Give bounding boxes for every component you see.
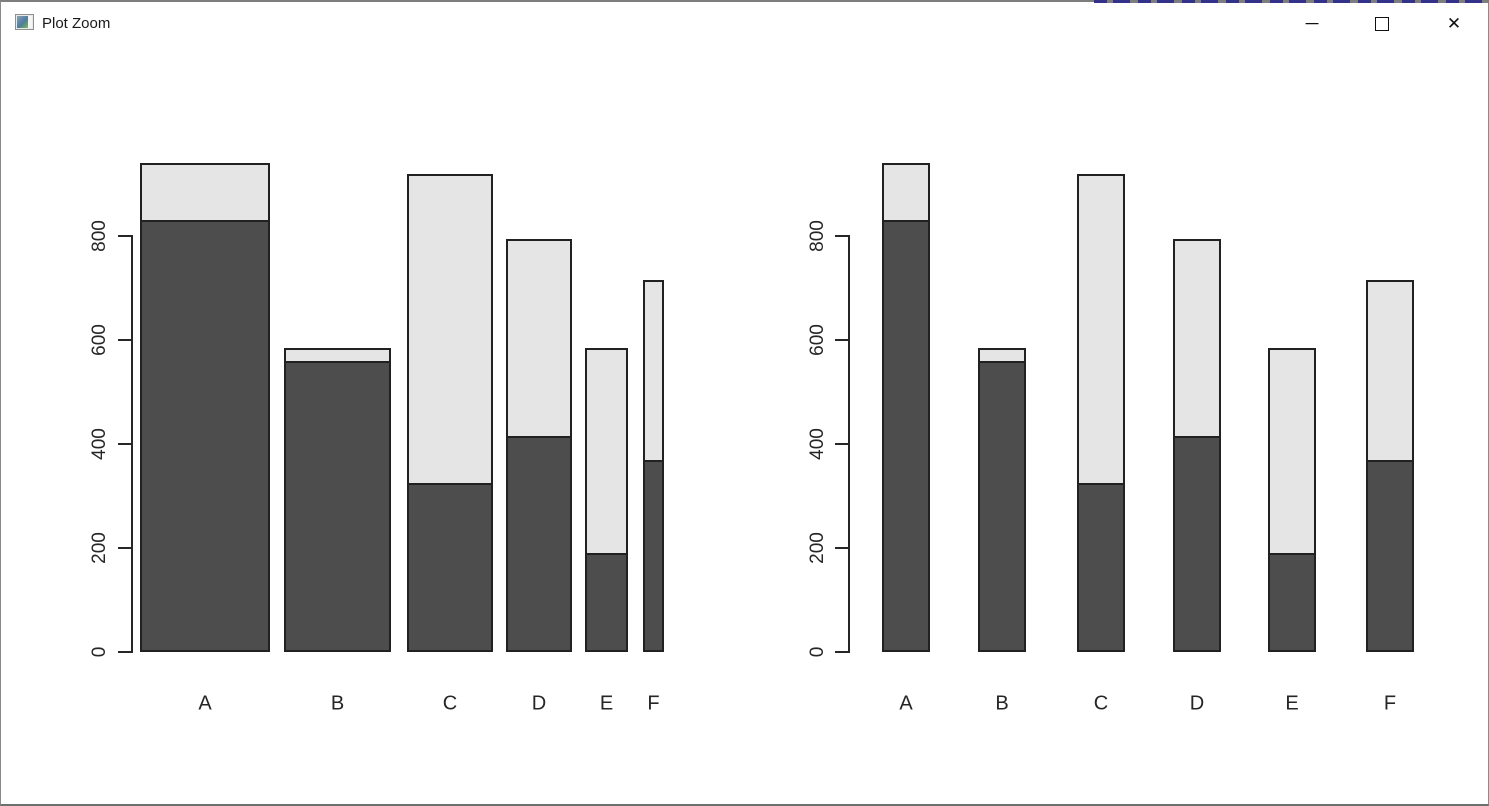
- plot-thumbnail-art: [17, 16, 28, 28]
- bar-segment-C-dark: [407, 483, 493, 652]
- bar-segment-B-dark: [284, 360, 391, 652]
- x-axis-category-label-B: B: [995, 692, 1009, 715]
- bar-segment-E-dark: [585, 553, 628, 652]
- maximize-button[interactable]: [1375, 17, 1389, 31]
- x-axis-category-label-D: D: [1189, 692, 1205, 715]
- y-axis-line: [848, 235, 850, 653]
- x-axis-category-label-C: C: [1093, 692, 1109, 715]
- y-axis-tick: [118, 443, 132, 445]
- y-axis-tick: [835, 235, 849, 237]
- minimize-button[interactable]: ─: [1305, 13, 1319, 33]
- close-button[interactable]: ✕: [1446, 14, 1462, 33]
- x-axis-category-label-A: A: [899, 692, 913, 715]
- x-axis-category-label-C: C: [442, 692, 458, 715]
- bar-segment-F-dark: [643, 459, 664, 652]
- bar-segment-D-dark: [506, 436, 572, 652]
- y-axis-line: [131, 235, 133, 653]
- y-axis-tick: [835, 339, 849, 341]
- y-axis-tick-label: 200: [807, 532, 828, 564]
- y-axis-tick-label: 0: [807, 646, 828, 658]
- x-axis-category-label-D: D: [531, 692, 547, 715]
- y-axis-tick: [835, 651, 849, 653]
- bar-segment-E-dark: [1268, 553, 1316, 652]
- bar-segment-A-dark: [882, 220, 930, 652]
- y-axis-tick-label: 600: [807, 324, 828, 356]
- y-axis-tick: [835, 443, 849, 445]
- x-axis-category-label-F: F: [1383, 692, 1397, 715]
- x-axis-category-label-A: A: [198, 692, 212, 715]
- background-window-artifact: [1094, 0, 1489, 3]
- y-axis-tick: [835, 547, 849, 549]
- y-axis-tick: [118, 651, 132, 653]
- bar-segment-A-dark: [140, 220, 270, 652]
- y-axis-tick: [118, 235, 132, 237]
- window-title: Plot Zoom: [42, 15, 111, 32]
- x-axis-category-label-B: B: [330, 692, 345, 715]
- bar-segment-F-dark: [1366, 459, 1414, 652]
- y-axis-tick-label: 400: [807, 428, 828, 460]
- x-axis-category-label-E: E: [1285, 692, 1299, 715]
- titlebar: Plot Zoom ─ ✕: [1, 2, 1488, 46]
- y-axis-tick: [118, 547, 132, 549]
- y-axis-tick-label: 800: [807, 220, 828, 252]
- bar-segment-D-dark: [1173, 436, 1221, 652]
- bar-segment-C-dark: [1077, 483, 1125, 652]
- y-axis-tick: [118, 339, 132, 341]
- x-axis-category-label-F: F: [647, 692, 660, 715]
- plot-thumbnail-panel: [28, 16, 32, 28]
- x-axis-category-label-E: E: [599, 692, 614, 715]
- bar-segment-B-dark: [978, 360, 1026, 652]
- plot-thumbnail-icon: [15, 14, 34, 30]
